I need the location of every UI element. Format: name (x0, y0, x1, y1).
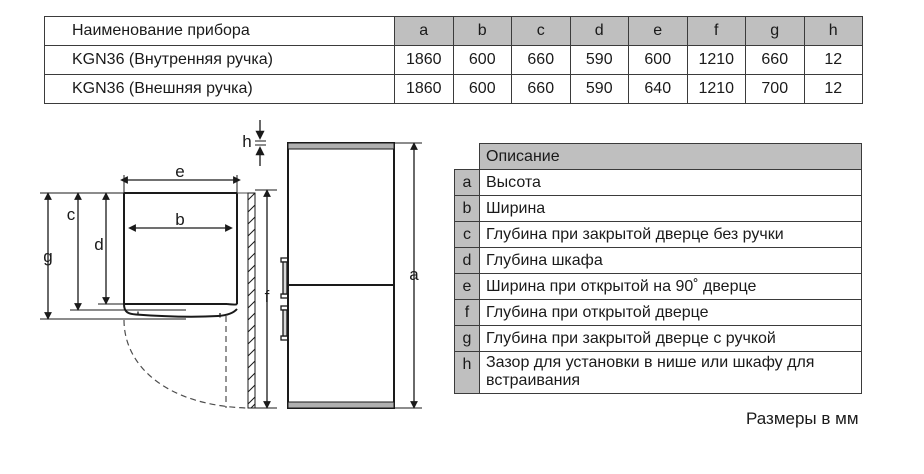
svg-text:h: h (242, 132, 251, 151)
svg-text:c: c (67, 205, 76, 224)
svg-text:b: b (175, 210, 184, 229)
svg-text:g: g (43, 247, 52, 266)
svg-text:f: f (265, 287, 270, 306)
svg-text:e: e (175, 162, 184, 181)
svg-text:a: a (409, 265, 419, 284)
svg-text:d: d (94, 235, 103, 254)
